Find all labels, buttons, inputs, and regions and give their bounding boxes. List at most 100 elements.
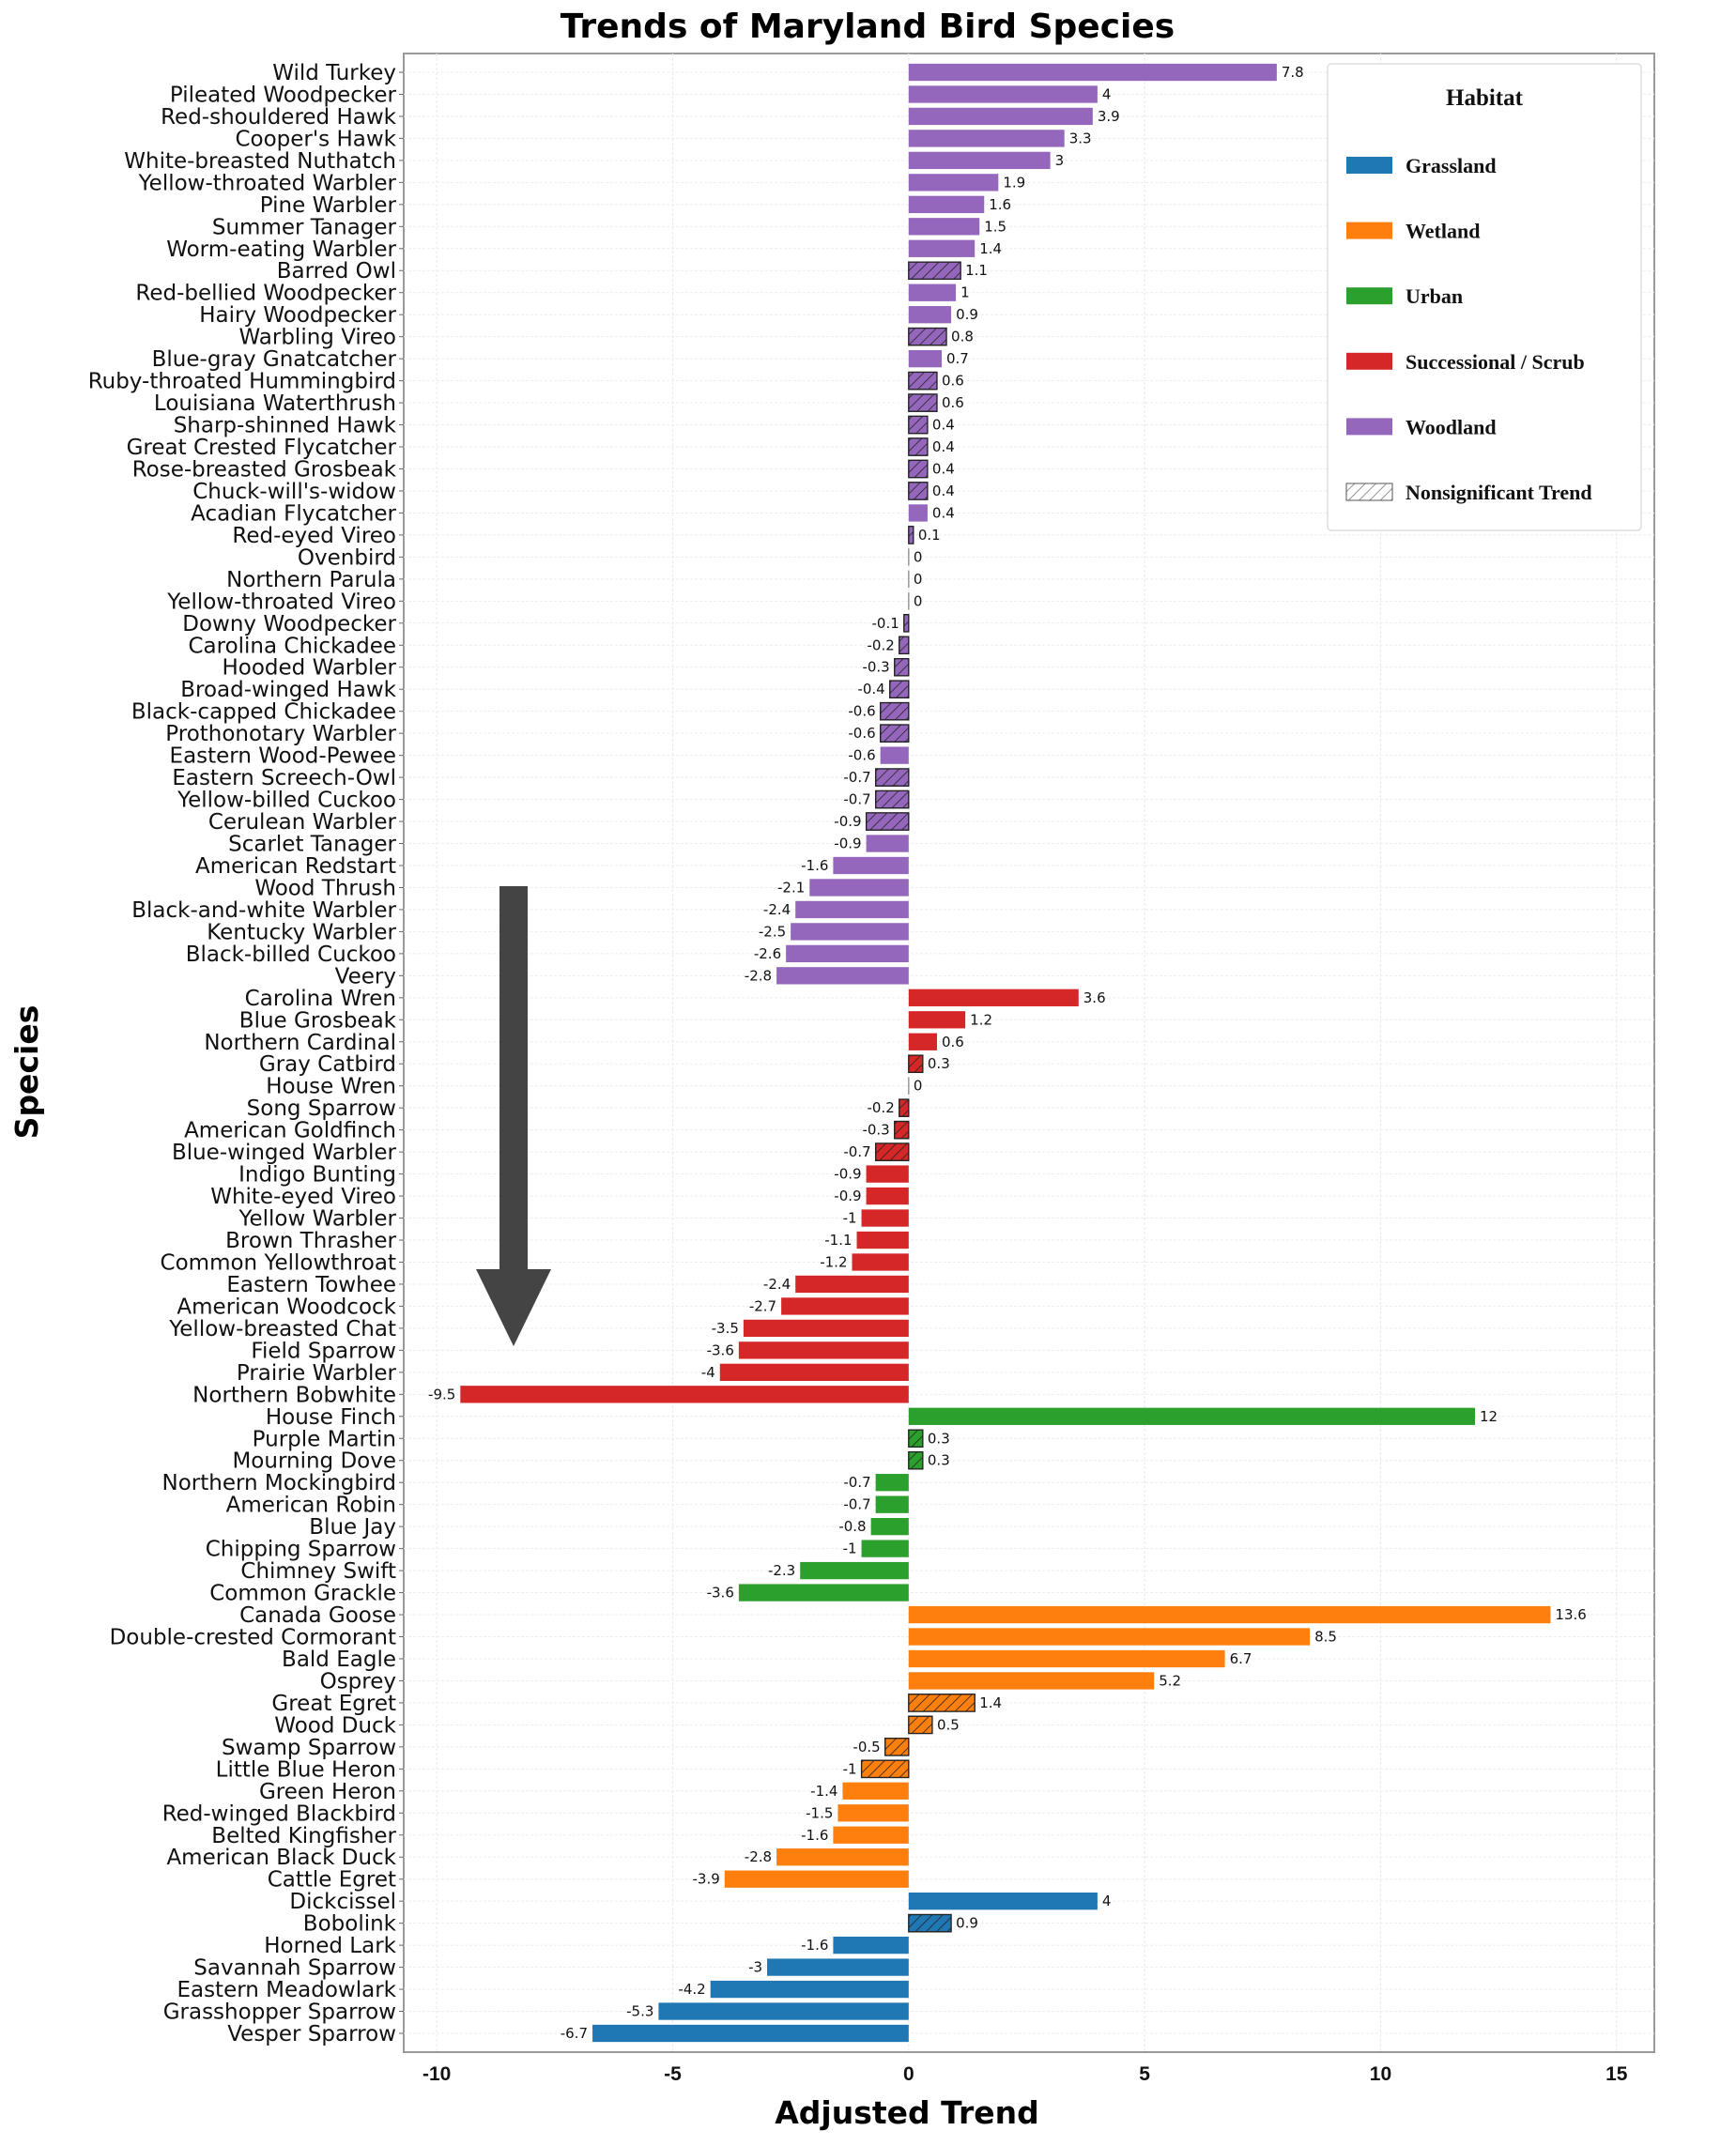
species-label: Bobolink [303, 1912, 397, 1937]
species-label: Red-shouldered Hawk [161, 105, 397, 130]
bar [866, 835, 909, 852]
species-label: Northern Parula [226, 568, 396, 592]
value-label: 0.4 [932, 417, 955, 434]
legend-entry: Grassland [1346, 154, 1497, 177]
bar-hatch [908, 327, 947, 346]
value-label: 3.3 [1069, 130, 1092, 146]
value-label: -0.8 [838, 1518, 866, 1535]
bar [908, 218, 980, 236]
x-axis-ticks: -10 -5 0 5 10 15 [422, 2063, 1628, 2085]
bar-hatch [894, 657, 910, 677]
legend-label: Nonsignificant Trend [1406, 481, 1592, 504]
species-label: Bald Eagle [282, 1648, 396, 1672]
value-label: 0 [914, 548, 923, 565]
bar-hatch [908, 1694, 976, 1712]
value-label: 0.9 [956, 1915, 978, 1932]
bar [908, 1033, 937, 1050]
value-label: 3.9 [1098, 108, 1120, 125]
species-label: Eastern Meadowlark [177, 1978, 396, 2002]
bar [908, 284, 957, 301]
value-label: 1.4 [979, 240, 1002, 257]
value-label: -1 [843, 1210, 857, 1227]
bar-hatch [908, 1429, 924, 1449]
value-label: 4 [1102, 85, 1112, 102]
bar-hatch [899, 636, 910, 655]
species-label: Great Crested Flycatcher [127, 436, 397, 460]
x-axis-title: Adjusted Trend [775, 2094, 1039, 2131]
bar-hatch [860, 1759, 910, 1779]
bar-hatch [865, 812, 910, 831]
value-label: 0.4 [932, 483, 955, 499]
bar [833, 1826, 909, 1844]
bar [795, 1275, 909, 1294]
value-label: 0 [914, 1078, 923, 1095]
bar [908, 504, 928, 522]
bar-hatch [875, 768, 910, 787]
species-label: Broad-winged Hawk [180, 678, 396, 702]
bar [719, 1363, 909, 1381]
bar [908, 1672, 1155, 1690]
value-label: -2.6 [754, 945, 781, 962]
bar [908, 989, 1079, 1006]
bar [809, 879, 909, 897]
legend-entry: Woodland [1346, 415, 1497, 438]
bar-hatch [903, 614, 910, 633]
bar-hatch [908, 1450, 924, 1470]
bar [460, 1386, 909, 1403]
species-label: House Wren [266, 1075, 396, 1099]
value-label: -6.7 [561, 2025, 588, 2042]
value-label: 6.7 [1230, 1650, 1252, 1667]
species-label: Blue Grosbeak [239, 1008, 397, 1033]
species-label: Hooded Warbler [222, 656, 396, 681]
species-label: Chipping Sparrow [206, 1538, 396, 1562]
bar [861, 1209, 909, 1227]
bar [842, 1782, 909, 1800]
species-label: Black-capped Chickadee [131, 700, 396, 725]
species-label: Pileated Woodpecker [170, 83, 397, 107]
value-label: 0.3 [928, 1430, 950, 1447]
bar-hatch [908, 261, 961, 281]
bar-hatch [908, 459, 929, 479]
value-label: 0 [914, 571, 923, 588]
species-label: Eastern Screech-Owl [172, 766, 396, 790]
species-label: Black-and-white Warbler [131, 898, 396, 923]
bar-hatch [908, 526, 914, 544]
bar-hatch [908, 482, 929, 500]
bar-hatch [908, 1054, 924, 1073]
value-label: -9.5 [428, 1386, 455, 1403]
species-label: Blue-gray Gnatcatcher [152, 347, 397, 372]
value-label: -3.9 [693, 1871, 720, 1888]
bar-hatch [880, 701, 910, 721]
species-label: Red-eyed Vireo [232, 524, 396, 548]
bar-hatch [894, 1120, 910, 1140]
species-label: Scarlet Tanager [228, 833, 396, 857]
value-label: -1.6 [801, 1937, 828, 1954]
legend-entry: Urban [1346, 284, 1463, 308]
value-label: -0.1 [872, 615, 899, 632]
bar [738, 1341, 909, 1359]
species-label: Red-winged Blackbird [162, 1801, 396, 1826]
value-label: -2.7 [749, 1297, 776, 1314]
species-label: Downy Woodpecker [182, 612, 396, 636]
bar [852, 1253, 909, 1271]
bar [856, 1231, 909, 1249]
species-label: Pine Warbler [260, 193, 397, 218]
legend-label: Grassland [1406, 154, 1497, 177]
bar [833, 1936, 909, 1954]
value-label: 7.8 [1282, 64, 1304, 81]
value-label: 0.3 [928, 1055, 950, 1072]
bar [710, 1980, 909, 1999]
legend-entry: Wetland [1346, 220, 1480, 243]
bar [866, 1165, 909, 1183]
bar [908, 174, 999, 192]
bar [738, 1584, 909, 1602]
value-label: -1.6 [801, 1827, 828, 1844]
value-label: 0.6 [942, 373, 964, 390]
species-label: Green Heron [259, 1780, 396, 1804]
bar-hatch [908, 437, 929, 456]
species-label: Yellow-throated Warbler [138, 171, 397, 195]
bar [795, 900, 909, 919]
species-label: Little Blue Heron [216, 1757, 396, 1782]
value-label: -0.6 [848, 725, 875, 742]
x-tick-label: 0 [903, 2063, 914, 2085]
